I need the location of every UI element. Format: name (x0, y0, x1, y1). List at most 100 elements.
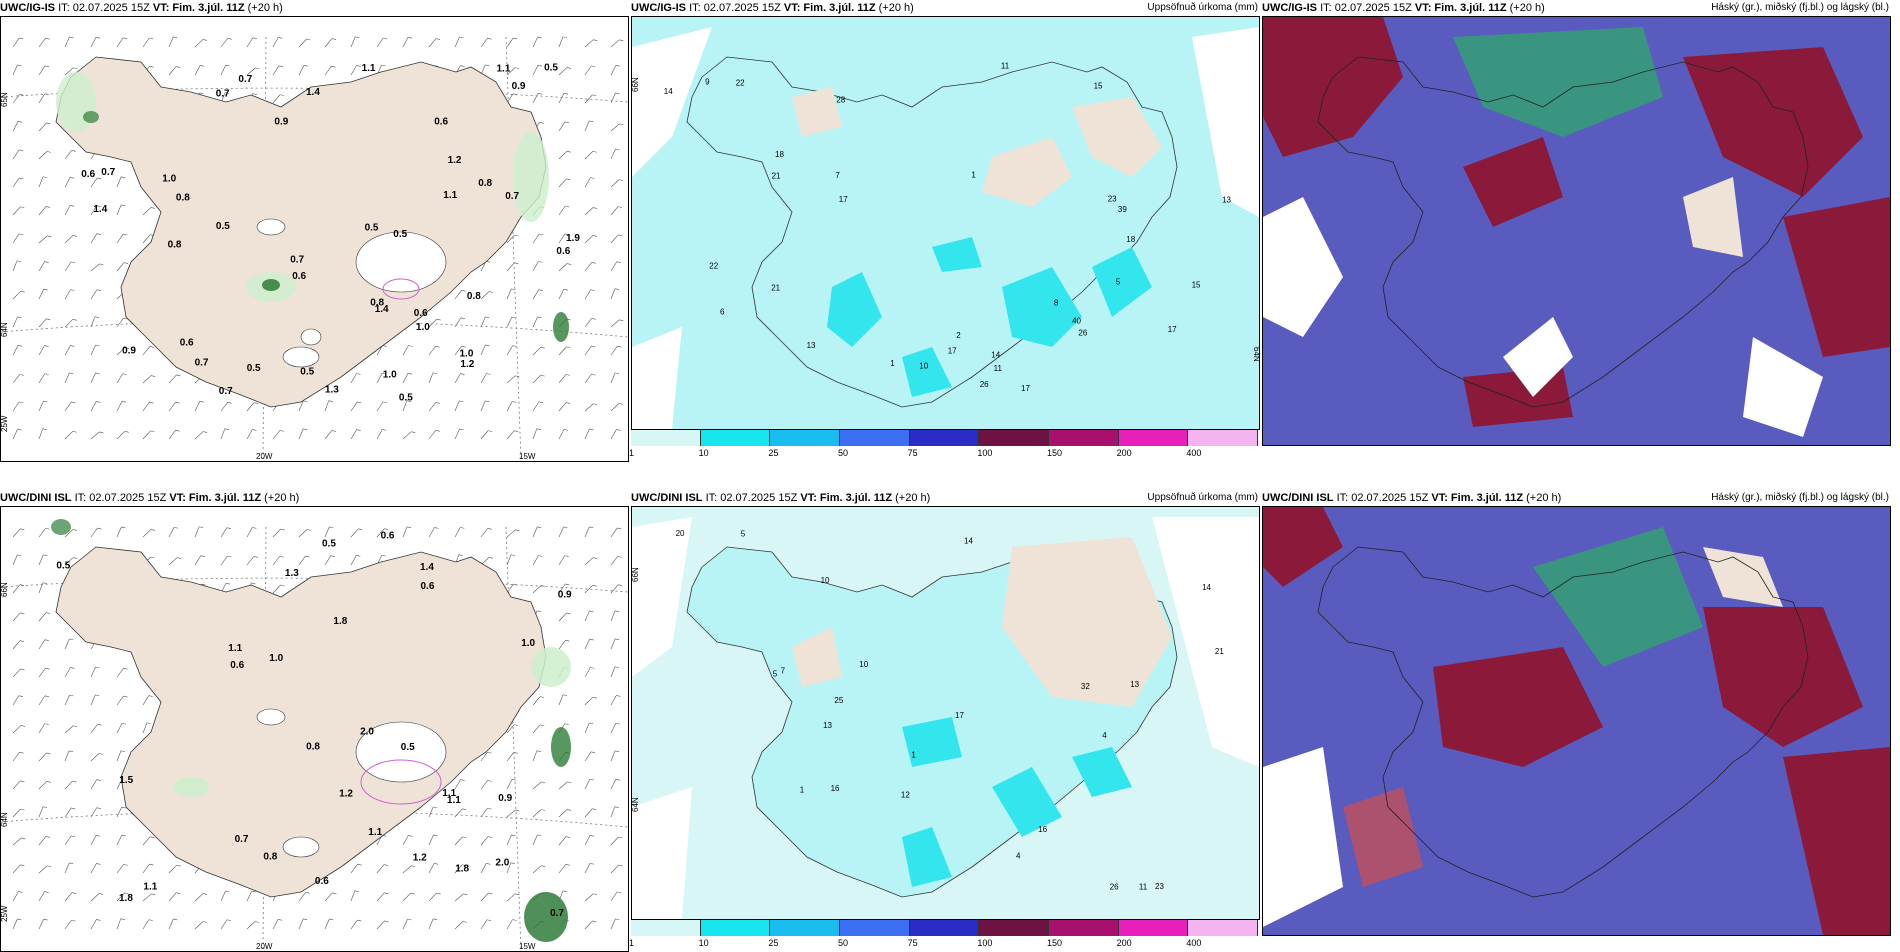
wind-barb-flag (511, 316, 516, 319)
wind-barb-flag (566, 150, 571, 153)
wind-barb-flag (279, 430, 284, 432)
wind-barb (38, 345, 45, 356)
wind-barb (298, 529, 308, 538)
wind-barb-flag (486, 373, 491, 375)
wind-barb (376, 37, 384, 48)
wind-barb (428, 402, 437, 412)
wind-barb-flag (306, 38, 311, 41)
wind-barb-flag (538, 555, 543, 557)
wind-barb-flag (255, 67, 260, 70)
wind-barb (64, 638, 70, 650)
wind-barb (64, 750, 70, 762)
wind-barb-flag (150, 836, 155, 838)
wind-barb (558, 67, 568, 76)
panel-header: UWC/DINI ISL IT: 02.07.2025 15Z VT: Fim.… (1262, 490, 1891, 506)
wind-barb-flag (44, 695, 50, 698)
map-value-label: 0.9 (512, 81, 526, 92)
wind-barb-flag (177, 557, 182, 559)
wind-barb-flag (226, 919, 232, 922)
wind-barb-flag (20, 780, 25, 783)
wind-barb-flag (125, 347, 130, 349)
map-value-label: 0.6 (292, 271, 306, 282)
wind-barb-flag (19, 94, 24, 96)
wind-barb-flag (46, 752, 51, 755)
wind-barb (64, 807, 72, 818)
panel-subtitle: Háský (gr.), miðský (fj.bl.) og lágský (… (1711, 492, 1889, 503)
wind-barb (12, 891, 19, 902)
wind-barb (116, 262, 125, 272)
map-value-label: 1.8 (119, 893, 133, 904)
map-value-label: 0.7 (290, 255, 304, 266)
wind-barb (12, 780, 21, 790)
map-value-label: 15 (1192, 281, 1201, 290)
wind-barb-flag (539, 121, 544, 124)
wind-barb (402, 37, 409, 48)
wind-barb (38, 723, 46, 734)
wind-barb (376, 864, 385, 874)
wind-barb-flag (435, 430, 440, 432)
wind-barb (480, 291, 490, 300)
wind-barb-flag (433, 918, 438, 921)
wind-barb (272, 94, 281, 104)
wind-barb-flag (435, 345, 440, 348)
wind-barb (584, 863, 591, 874)
wind-barb (610, 864, 619, 874)
wind-barb (12, 121, 19, 132)
wind-barb (38, 639, 46, 650)
wind-barb (64, 150, 72, 160)
wind-barb (376, 429, 383, 440)
wind-barb (584, 526, 590, 538)
wind-barb-flag (43, 288, 48, 291)
wind-barb (12, 428, 18, 440)
map-value-label: 4 (1102, 731, 1107, 740)
wind-barb (64, 557, 74, 566)
wind-barb-flag (305, 892, 310, 894)
colorbar-tick-label: 25 (768, 938, 779, 948)
wind-barb (584, 120, 590, 132)
wind-barb (12, 149, 20, 160)
wind-barb-flag (538, 261, 543, 263)
lat-label-66n: 66N (1, 582, 9, 597)
wind-barb (506, 401, 513, 412)
map-value-label: 7 (781, 666, 786, 675)
wind-barb-flag (566, 612, 571, 615)
wind-barb-flag (593, 39, 598, 41)
wind-barb (116, 526, 122, 538)
wind-barb-flag (42, 582, 47, 584)
map-value-label: 0.6 (180, 338, 194, 349)
wind-barb (506, 862, 512, 874)
wind-barb-flag (589, 120, 594, 123)
map-value-label: 0.7 (550, 908, 564, 919)
wind-barb-flag (434, 862, 439, 865)
panel-precip-dini: UWC/DINI ISL IT: 02.07.2025 15Z VT: Fim.… (629, 490, 1260, 948)
wind-barb (376, 373, 383, 384)
wind-barb-flag (19, 177, 24, 180)
wind-barb-flag (538, 289, 543, 291)
wind-barb-flag (592, 920, 597, 923)
wind-barb-flag (459, 400, 464, 403)
wind-barb (532, 401, 540, 412)
wind-barb-flag (203, 431, 208, 433)
wind-barb-flag (592, 696, 597, 699)
wind-barb (610, 891, 618, 902)
wind-barb (64, 345, 71, 356)
wind-barb-flag (619, 39, 624, 42)
wind-barb (584, 584, 593, 594)
wind-barb (38, 176, 44, 188)
panel-precip-igis: UWC/IG-IS IT: 02.07.2025 15Z VT: Fim. 3.… (629, 0, 1260, 458)
wind-barb-flag (432, 372, 438, 375)
precip-colorbar-labels: 1 10 25 50 75 100 150 200 400 (629, 448, 1258, 458)
map-value-label: 0.5 (544, 62, 558, 73)
wind-barb-flag (381, 554, 386, 557)
map-value-label: 10 (859, 660, 868, 669)
map-value-label: 0.5 (322, 539, 336, 550)
wind-barb-flag (566, 178, 571, 181)
wind-barb (38, 891, 45, 902)
wind-barb-flag (149, 401, 154, 404)
valid-time-label: VT: (783, 2, 801, 14)
valid-time-label: VT: (1431, 492, 1448, 504)
wind-barb (558, 289, 565, 300)
wind-barb (584, 557, 594, 566)
map-value-label: 0.6 (434, 117, 448, 128)
wind-barb-flag (592, 808, 597, 810)
